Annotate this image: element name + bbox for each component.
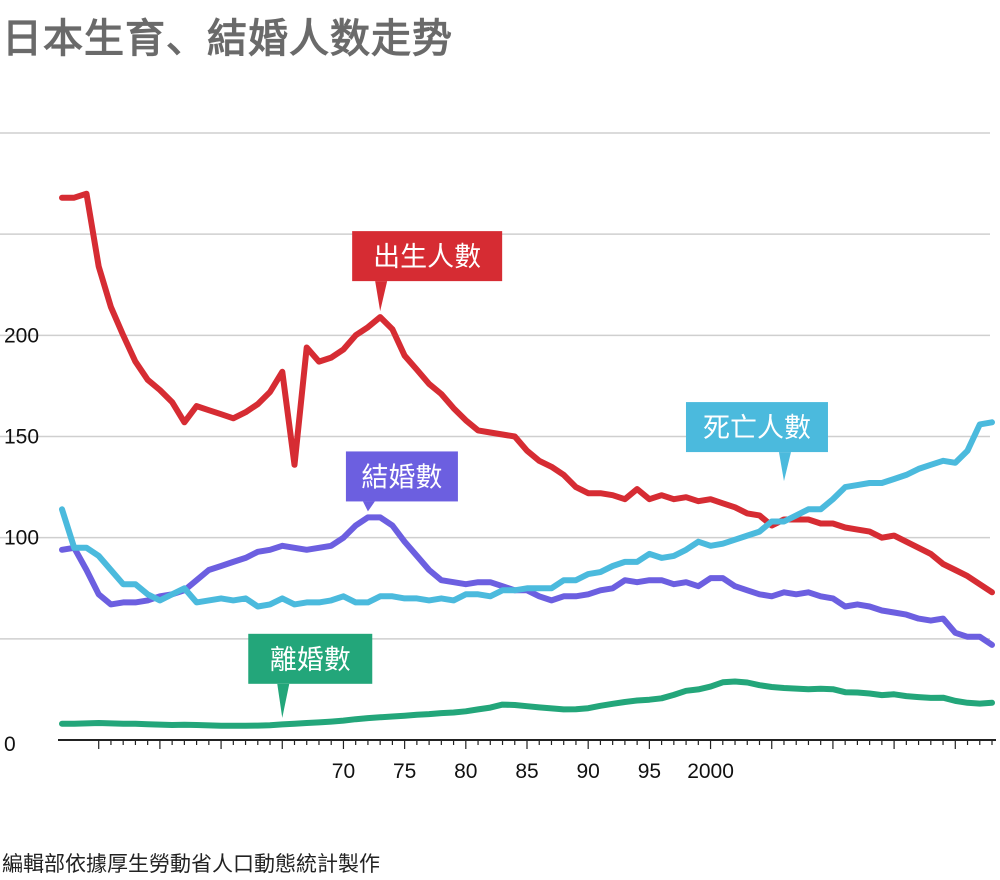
x-tick-label-1985: 85 [515,760,538,783]
series-label-pointer-3 [277,683,290,718]
page-title: 日本生育、結婚人数走势 [2,16,453,62]
series-label-1: 結婚數 [361,462,442,493]
series-label-pointer-2 [778,452,791,482]
x-tick-label-1980: 80 [454,760,477,783]
series-line-3 [59,678,995,729]
y-tick-label-200: 200 [4,324,39,347]
gridlines [0,132,990,640]
x-tick-label-2000: 2000 [687,760,734,783]
y-axis-tick-labels: 0 100 150 200 [4,324,39,756]
series-label-box-3 [248,633,373,684]
series-label-pointer-1 [362,501,375,512]
y-tick-label-100: 100 [4,527,39,550]
y-tick-label-150: 150 [4,426,39,449]
series-line-1 [59,514,995,648]
x-tick-label-1970: 70 [332,760,355,783]
series-label-3: 離婚數 [270,645,351,676]
y-tick-label-0: 0 [4,733,16,756]
series-line-0 [59,190,995,596]
x-axis: 70 75 80 85 90 95 2000 [58,739,996,783]
series-label-box-2 [685,402,828,453]
source-note: 編輯部依據厚生勞動省人口動態統計製作 [2,852,380,876]
series-lines [59,190,995,729]
x-tick-label-1990: 90 [577,760,600,783]
x-tick-label-1995: 95 [638,760,661,783]
series-label-box-0 [352,231,503,282]
series-label-pointer-0 [375,281,388,312]
series-label-0: 出生人數 [373,242,481,273]
series-label-box-1 [345,451,458,502]
series-label-2: 死亡人數 [703,413,811,444]
series-line-2 [59,419,995,610]
x-tick-label-1975: 75 [393,760,416,783]
